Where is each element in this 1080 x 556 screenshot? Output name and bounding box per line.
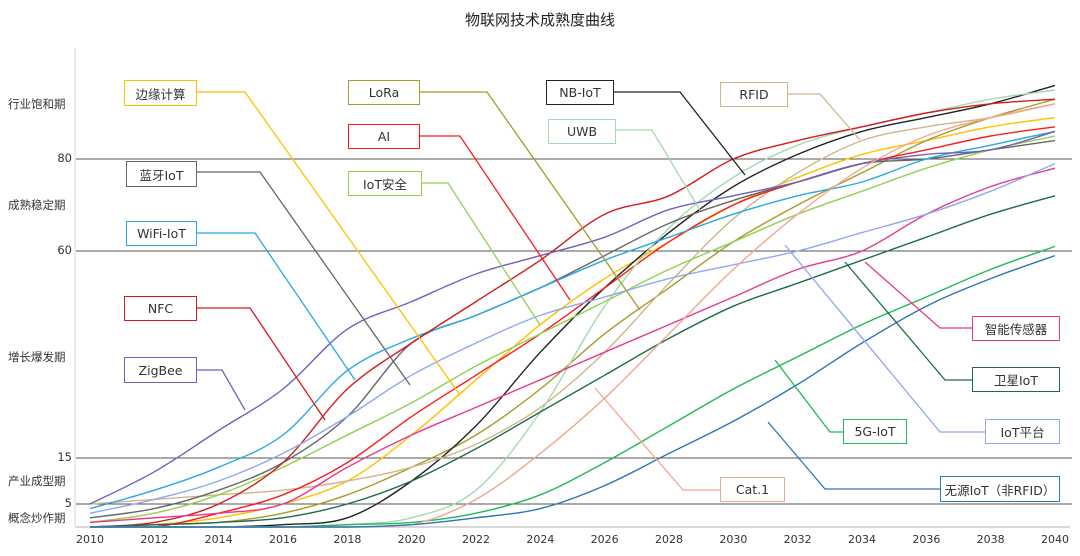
stage-label: 成熟稳定期 bbox=[8, 198, 66, 212]
series-label-9: NFC bbox=[124, 296, 197, 321]
x-tick-label: 2038 bbox=[976, 533, 1005, 546]
callout-leader-14 bbox=[774, 359, 843, 433]
y-tick-label: 5 bbox=[64, 496, 72, 510]
callout-leader-9 bbox=[197, 307, 326, 421]
x-tick-label: 2012 bbox=[140, 533, 169, 546]
callout-leader-7 bbox=[422, 182, 541, 326]
series-label-4: AI bbox=[348, 124, 420, 149]
series-label-16: 无源IoT（非RFID） bbox=[940, 476, 1060, 502]
series-line-11 bbox=[89, 167, 1056, 524]
series-line-7 bbox=[89, 135, 1056, 524]
x-tick-label: 2022 bbox=[462, 533, 490, 546]
series-label-5: UWB bbox=[548, 119, 616, 144]
series-line-1 bbox=[89, 98, 1056, 528]
series-label-7: IoT安全 bbox=[348, 171, 422, 196]
callout-leader-0 bbox=[197, 91, 461, 396]
callout-leader-12 bbox=[844, 261, 972, 381]
series-label-2: NB-IoT bbox=[546, 80, 614, 105]
series-label-3: RFID bbox=[720, 82, 788, 107]
series-line-6 bbox=[89, 139, 1056, 519]
x-tick-label: 2016 bbox=[269, 533, 297, 546]
callout-leader-3 bbox=[788, 93, 861, 141]
x-tick-label: 2024 bbox=[526, 533, 555, 546]
series-line-10 bbox=[89, 130, 1056, 505]
series-label-14: 5G-IoT bbox=[843, 419, 907, 444]
series-line-12 bbox=[89, 195, 1056, 528]
x-tick-label: 2036 bbox=[912, 533, 941, 546]
callout-leader-5 bbox=[616, 129, 701, 211]
series-label-1: LoRa bbox=[348, 80, 420, 105]
y-tick-label: 60 bbox=[57, 243, 72, 257]
series-label-12: 卫星IoT bbox=[972, 367, 1060, 392]
stage-label: 增长爆发期 bbox=[8, 349, 66, 364]
series-label-10: ZigBee bbox=[124, 357, 197, 383]
y-tick-label: 15 bbox=[57, 450, 72, 464]
x-tick-label: 2010 bbox=[76, 533, 104, 546]
series-line-9 bbox=[89, 98, 1056, 528]
y-tick-label: 80 bbox=[57, 151, 72, 165]
series-label-11: 智能传感器 bbox=[972, 316, 1060, 341]
stage-label: 产业成型期 bbox=[8, 474, 66, 488]
series-label-13: IoT平台 bbox=[985, 419, 1060, 444]
x-tick-label: 2028 bbox=[655, 533, 683, 546]
stage-label: 行业饱和期 bbox=[8, 96, 66, 111]
callout-leader-15 bbox=[594, 387, 720, 491]
stage-label: 概念炒作期 bbox=[8, 510, 66, 525]
x-tick-label: 2034 bbox=[848, 533, 876, 546]
series-label-8: WiFi-IoT bbox=[126, 221, 197, 246]
x-tick-label: 2018 bbox=[333, 533, 362, 546]
chart-title: 物联网技术成熟度曲线 bbox=[464, 11, 615, 29]
callout-leader-8 bbox=[197, 232, 356, 381]
callout-leader-11 bbox=[864, 261, 972, 329]
callout-leader-6 bbox=[197, 171, 411, 386]
series-label-0: 边缘计算 bbox=[124, 80, 197, 106]
x-tick-label: 2030 bbox=[719, 533, 748, 546]
series-line-16 bbox=[90, 254, 1056, 528]
series-line-2 bbox=[90, 84, 1056, 528]
callout-leader-4 bbox=[420, 135, 571, 301]
series-line-3 bbox=[89, 103, 1056, 505]
series-line-8 bbox=[89, 130, 1056, 510]
series-label-15: Cat.1 bbox=[720, 477, 785, 502]
callout-leader-1 bbox=[420, 91, 641, 311]
x-tick-label: 2014 bbox=[204, 533, 233, 546]
x-tick-label: 2040 bbox=[1041, 533, 1069, 546]
x-tick-label: 2020 bbox=[397, 533, 426, 546]
series-label-6: 蓝牙IoT bbox=[126, 161, 197, 187]
series-line-13 bbox=[89, 162, 1056, 514]
x-tick-label: 2032 bbox=[783, 533, 812, 546]
series-line-0 bbox=[89, 116, 1056, 528]
callout-leader-2 bbox=[614, 91, 746, 176]
x-tick-label: 2026 bbox=[590, 533, 619, 546]
series-line-4 bbox=[90, 126, 1056, 528]
callout-leader-10 bbox=[197, 369, 246, 411]
callout-leader-13 bbox=[784, 244, 985, 433]
callout-leader-16 bbox=[767, 421, 940, 490]
